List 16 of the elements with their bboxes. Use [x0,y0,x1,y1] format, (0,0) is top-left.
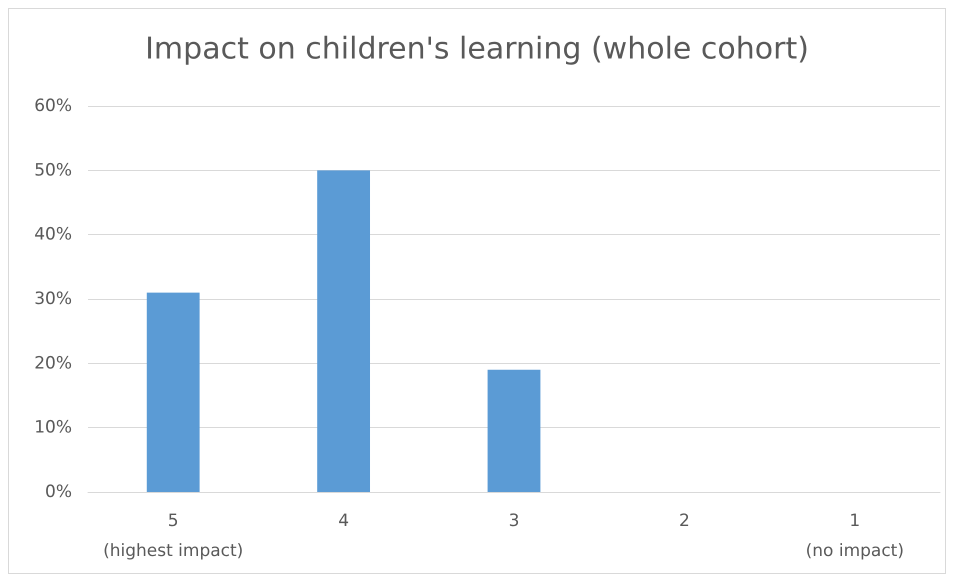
x-tick-label: 3 [508,511,520,531]
y-tick-label: 0% [45,482,72,502]
y-tick-label: 30% [34,289,72,309]
x-tick-label: 4 [338,511,350,531]
x-tick-label: 2 [678,511,690,531]
x-tick-label: 5 (highest impact) [103,511,244,561]
y-tick-label: 60% [34,96,72,116]
bar [488,370,540,492]
y-tick-label: 50% [34,160,72,180]
x-tick-label: 1 (no impact) [806,511,904,561]
chart-title: Impact on children's learning (whole cohort) [145,32,809,66]
bar [146,292,200,492]
y-tick-label: 10% [34,418,72,438]
y-tick-label: 40% [34,224,72,245]
y-tick-label: 20% [34,353,72,374]
bar [317,170,370,492]
